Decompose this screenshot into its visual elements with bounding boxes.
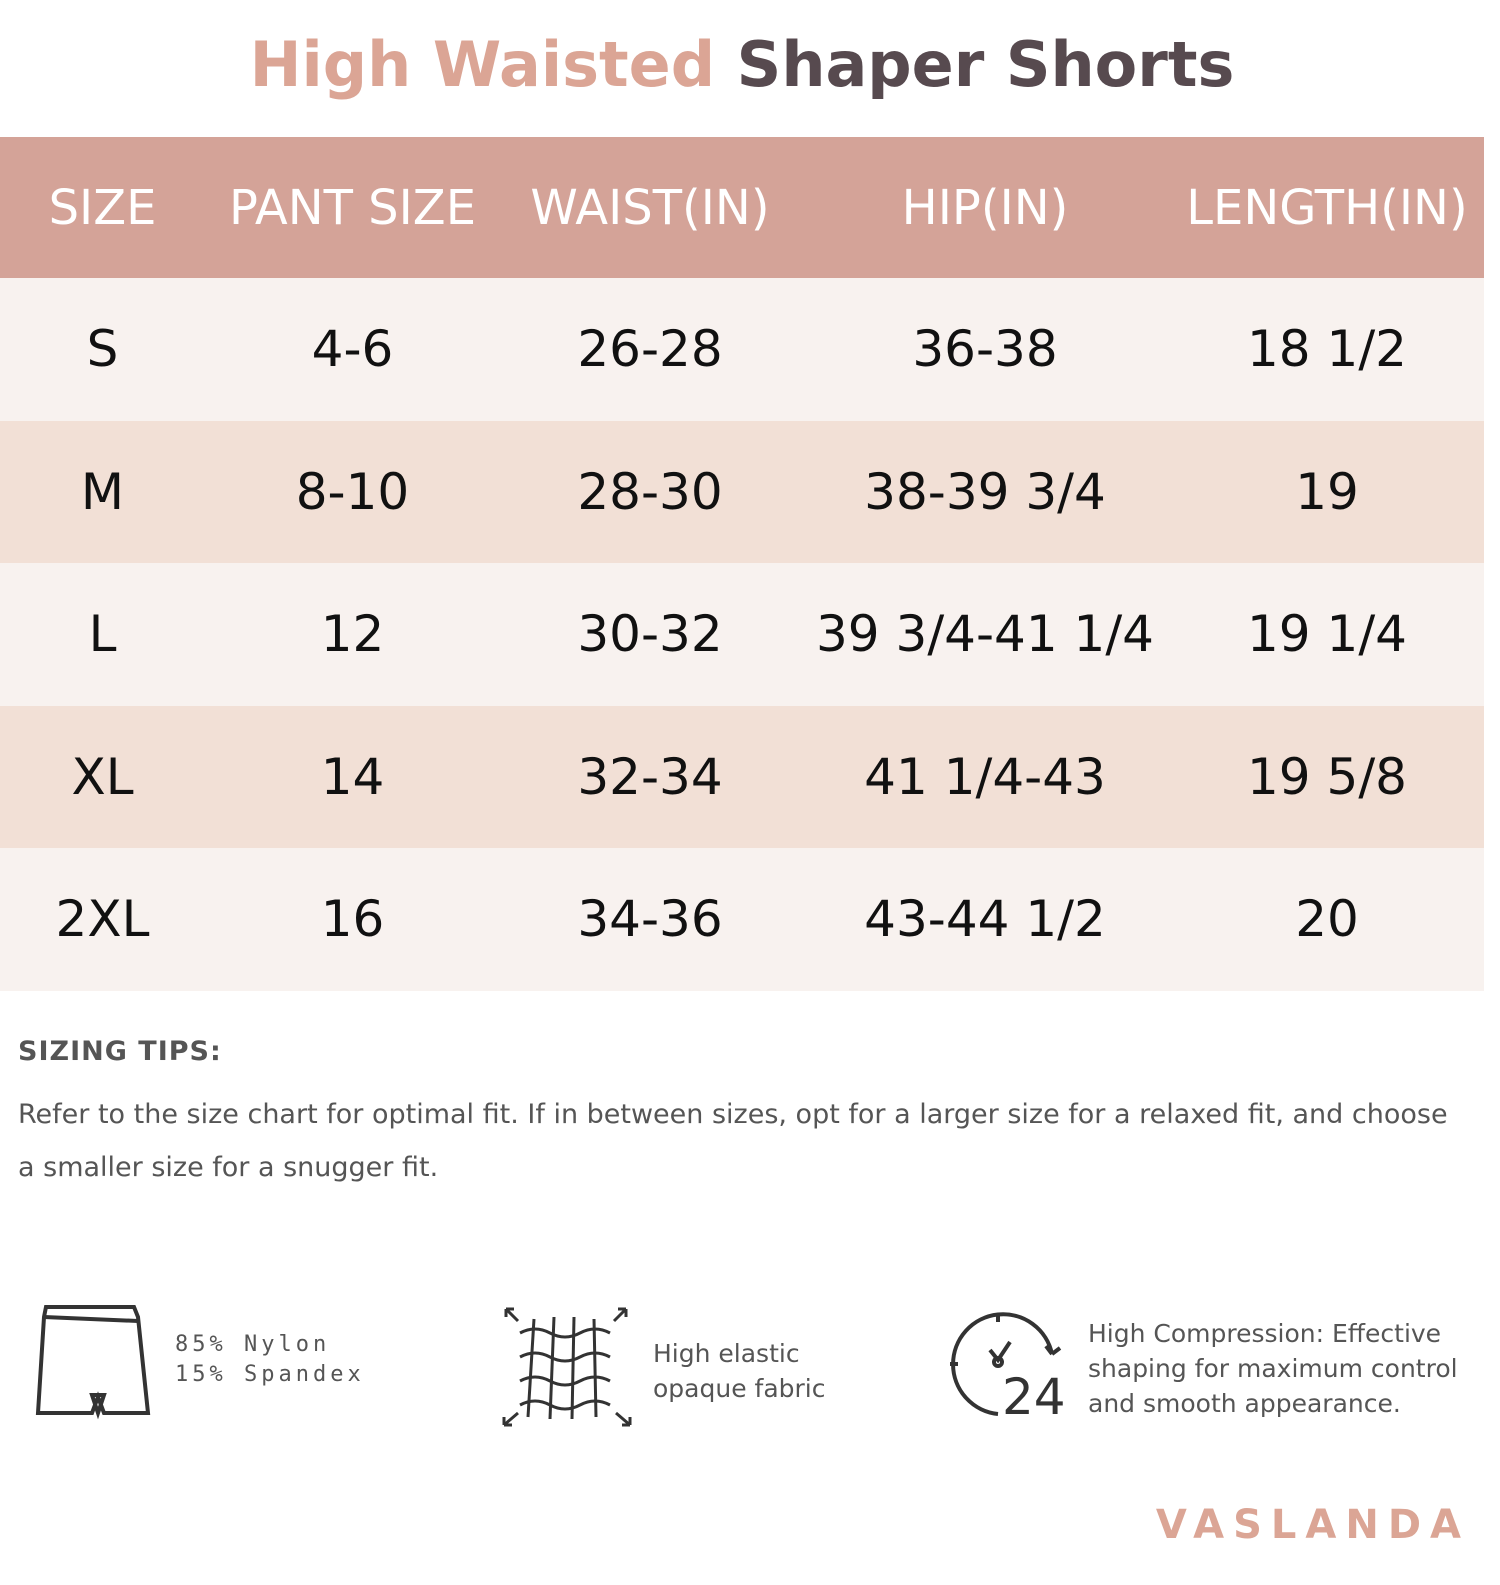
size-table: SIZE PANT SIZE WAIST(IN) HIP(IN) LENGTH(… <box>0 137 1484 991</box>
cell: XL <box>71 747 134 806</box>
header-waist: WAIST(IN) <box>530 179 770 236</box>
header-length: LENGTH(IN) <box>1186 179 1468 236</box>
header-size: SIZE <box>48 179 157 236</box>
clock-24-icon: 24 <box>950 1312 1066 1420</box>
cell: 12 <box>320 605 385 664</box>
cell: 28-30 <box>577 462 723 521</box>
table-row: L 12 30-32 39 3/4-41 1/4 19 1/4 <box>0 563 1484 706</box>
material-text: 85% Nylon 15% Spandex <box>175 1330 365 1390</box>
sizing-tips-heading: SIZING TIPS: <box>18 1036 222 1067</box>
fabric-text: High elastic opaque fabric <box>653 1336 826 1406</box>
cell: 19 <box>1295 462 1359 521</box>
feature-line: 15% Spandex <box>175 1362 365 1387</box>
header-hip: HIP(IN) <box>901 179 1069 236</box>
brand-logo: VASLANDA <box>1155 1502 1470 1548</box>
cell: 8-10 <box>295 462 410 521</box>
table-row: XL 14 32-34 41 1/4-43 19 5/8 <box>0 705 1484 848</box>
cell: 4-6 <box>311 320 394 379</box>
cell: 41 1/4-43 <box>864 747 1106 806</box>
feature-line: shaping for maximum control <box>1088 1354 1458 1383</box>
sizing-tips-text: Refer to the size chart for optimal fit.… <box>18 1099 1448 1183</box>
cell: S <box>86 320 119 379</box>
cell: 18 1/2 <box>1247 320 1407 379</box>
svg-text:24: 24 <box>1002 1368 1066 1420</box>
title-main: Shaper Shorts <box>736 28 1235 101</box>
table-row: S 4-6 26-28 36-38 18 1/2 <box>0 278 1484 421</box>
cell: M <box>80 462 125 521</box>
page-title: High Waisted Shaper Shorts <box>0 28 1484 101</box>
header-pant-size: PANT SIZE <box>228 179 477 236</box>
cell: 19 5/8 <box>1247 747 1407 806</box>
shorts-icon <box>35 1305 151 1420</box>
compression-text: High Compression: Effective shaping for … <box>1088 1316 1458 1421</box>
table-header: SIZE PANT SIZE WAIST(IN) HIP(IN) LENGTH(… <box>0 137 1484 278</box>
cell: 20 <box>1295 890 1359 949</box>
cell: L <box>88 605 117 664</box>
feature-line: High Compression: Effective <box>1088 1319 1442 1348</box>
cell: 26-28 <box>577 320 723 379</box>
feature-line: High elastic <box>653 1339 800 1368</box>
feature-line: 85% Nylon <box>175 1332 331 1357</box>
cell: 34-36 <box>577 890 723 949</box>
table-row: M 8-10 28-30 38-39 3/4 19 <box>0 420 1484 563</box>
cell: 19 1/4 <box>1247 605 1407 664</box>
cell: 2XL <box>55 890 150 949</box>
feature-line: opaque fabric <box>653 1374 826 1403</box>
cell: 39 3/4-41 1/4 <box>815 605 1154 664</box>
cell: 36-38 <box>912 320 1058 379</box>
cell: 32-34 <box>577 747 723 806</box>
stretch-fabric-icon <box>502 1307 632 1427</box>
feature-line: and smooth appearance. <box>1088 1389 1401 1418</box>
title-accent: High Waisted <box>249 28 716 101</box>
cell: 14 <box>320 747 385 806</box>
cell: 43-44 1/2 <box>864 890 1106 949</box>
cell: 30-32 <box>577 605 723 664</box>
table-row: 2XL 16 34-36 43-44 1/2 20 <box>0 848 1484 991</box>
cell: 38-39 3/4 <box>864 462 1106 521</box>
cell: 16 <box>320 890 385 949</box>
